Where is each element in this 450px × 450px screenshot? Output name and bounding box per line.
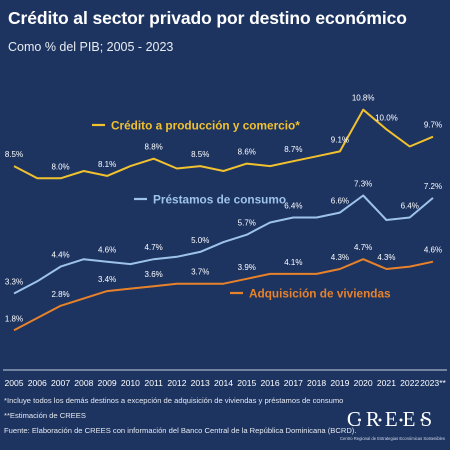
x-tick-label: 2019 <box>330 378 349 388</box>
chart-subtitle: Como % del PIB; 2005 - 2023 <box>8 40 174 54</box>
data-label-viviendas: 4.7% <box>354 243 372 252</box>
data-label-consumo: 4.4% <box>51 251 69 260</box>
data-label-produccion-comercio: 8.6% <box>238 148 256 157</box>
data-label-produccion-comercio: 8.7% <box>284 145 302 154</box>
logo-mark: CREES <box>347 407 437 431</box>
data-label-viviendas: 4.3% <box>331 253 349 262</box>
data-label-viviendas: 2.8% <box>51 290 69 299</box>
x-tick-label: 2007 <box>51 378 70 388</box>
data-label-viviendas: 3.6% <box>145 270 163 279</box>
x-tick-label: 2018 <box>307 378 326 388</box>
data-label-produccion-comercio: 8.0% <box>51 162 69 171</box>
crees-logo: CREES Centro Regional de Estrategias Eco… <box>340 407 445 441</box>
svg-text:CREES: CREES <box>347 407 437 431</box>
logo-subtext: Centro Regional de Estrategias Económica… <box>340 436 445 441</box>
data-label-viviendas: 3.7% <box>191 268 209 277</box>
data-label-viviendas: 4.6% <box>424 246 442 255</box>
data-label-produccion-comercio: 8.5% <box>5 150 23 159</box>
data-label-consumo: 7.2% <box>424 182 442 191</box>
x-tick-label: 2023** <box>420 378 446 388</box>
x-tick-label: 2021 <box>377 378 396 388</box>
data-label-produccion-comercio: 8.1% <box>98 160 116 169</box>
data-label-consumo: 6.6% <box>331 197 349 206</box>
data-label-produccion-comercio: 8.8% <box>145 143 163 152</box>
data-label-produccion-comercio: 8.5% <box>191 150 209 159</box>
data-label-produccion-comercio: 10.0% <box>375 113 398 122</box>
data-label-produccion-comercio: 9.1% <box>331 135 349 144</box>
footnote-estimate: **Estimación de CREES <box>4 411 86 420</box>
data-label-consumo: 6.4% <box>401 202 419 211</box>
x-tick-label: 2009 <box>98 378 117 388</box>
data-label-viviendas: 3.9% <box>238 263 256 272</box>
data-label-viviendas: 3.4% <box>98 275 116 284</box>
data-label-consumo: 4.6% <box>98 246 116 255</box>
data-label-consumo: 7.3% <box>354 179 372 188</box>
x-tick-label: 2008 <box>74 378 93 388</box>
data-label-consumo: 5.7% <box>238 219 256 228</box>
x-tick-label: 2005 <box>4 378 23 388</box>
data-label-consumo: 4.7% <box>145 243 163 252</box>
chart-title: Crédito al sector privado por destino ec… <box>8 8 407 28</box>
footnotes: *Incluye todos los demás destinos a exce… <box>4 393 356 438</box>
data-label-consumo: 3.3% <box>5 278 23 287</box>
data-label-viviendas: 4.3% <box>377 253 395 262</box>
x-tick-label: 2011 <box>144 378 163 388</box>
x-tick-label: 2022 <box>400 378 419 388</box>
x-tick-label: 2013 <box>191 378 210 388</box>
footnote-source: Fuente: Elaboración de CREES con informa… <box>4 426 357 435</box>
data-label-consumo: 6.4% <box>284 202 302 211</box>
x-tick-label: 2017 <box>284 378 303 388</box>
data-label-viviendas: 1.8% <box>5 314 23 323</box>
data-label-produccion-comercio: 10.8% <box>352 94 375 103</box>
legend-label-produccion-comercio: Crédito a producción y comercio* <box>111 118 300 132</box>
x-tick-label: 2010 <box>121 378 140 388</box>
x-tick-label: 2014 <box>214 378 233 388</box>
logo-wordmark: CREES <box>340 407 445 437</box>
data-label-produccion-comercio: 9.7% <box>424 121 442 130</box>
footnote-other-destinations: *Incluye todos los demás destinos a exce… <box>4 396 344 405</box>
x-tick-label: 2016 <box>260 378 279 388</box>
x-tick-label: 2020 <box>354 378 373 388</box>
legend-label-viviendas: Adquisición de viviendas <box>249 286 391 300</box>
x-tick-label: 2015 <box>237 378 256 388</box>
data-label-viviendas: 4.1% <box>284 258 302 267</box>
x-tick-label: 2012 <box>167 378 186 388</box>
data-label-consumo: 5.0% <box>191 236 209 245</box>
legend-label-consumo: Préstamos de consumo <box>153 192 286 206</box>
x-tick-label: 2006 <box>28 378 47 388</box>
